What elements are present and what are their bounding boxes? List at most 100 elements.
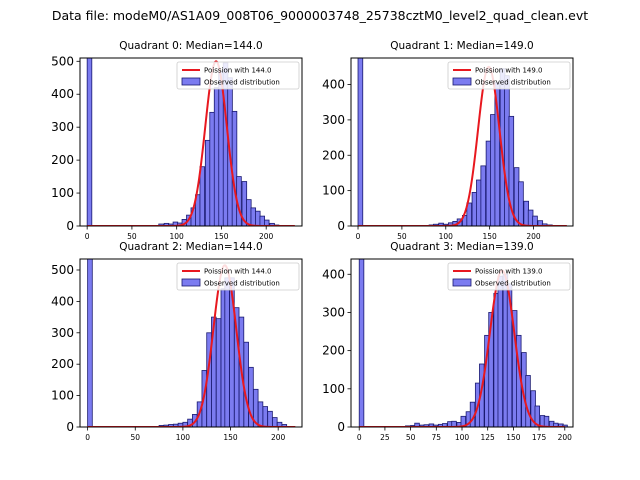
histogram-bar <box>497 275 503 427</box>
legend-hist-swatch <box>452 278 472 287</box>
x-tick-label: 0 <box>85 232 90 241</box>
histogram-bar <box>209 111 215 226</box>
axes-frame <box>79 258 303 428</box>
histogram-bar <box>532 215 538 226</box>
x-tick-label: 150 <box>506 433 521 442</box>
legend-hist-swatch <box>452 77 472 86</box>
histogram-bar <box>213 87 220 226</box>
x-tick-label: 125 <box>481 433 496 442</box>
legend-hist-label: Observed distribution <box>475 79 551 87</box>
x-tick-label: 200 <box>271 433 286 442</box>
plot-area <box>357 58 567 226</box>
legend-hist-label: Observed distribution <box>204 79 280 87</box>
legend-box <box>176 61 300 90</box>
y-tick-label: 0 <box>337 420 345 434</box>
histogram-bar <box>224 277 230 427</box>
histogram-bar <box>243 341 249 427</box>
histogram-bar <box>488 312 494 427</box>
y-tick-label: 400 <box>322 78 345 92</box>
legend: Poission with 144.0 Observed distribution <box>176 61 300 90</box>
histogram-bar <box>231 110 238 226</box>
histogram-bar <box>215 318 222 427</box>
x-tick-label: 150 <box>482 232 497 241</box>
y-tick-label: 0 <box>66 219 74 233</box>
histogram-bar <box>259 215 265 226</box>
legend: Poission with 139.0 Observed distribution <box>447 262 571 291</box>
histogram-bar <box>525 375 531 427</box>
quadrant-panel-1: Quadrant 1: Median=149.0 0 100 200 300 400 0 50… <box>322 40 574 241</box>
x-tick-label: 175 <box>532 433 547 442</box>
panel-title: Quadrant 1: Median=149.0 <box>390 40 533 52</box>
poisson-curve <box>358 65 567 226</box>
y-tick-label: 100 <box>51 389 74 403</box>
histogram-bar <box>250 207 257 226</box>
figure-title: Data file: modeM0/AS1A09_008T06_90000037… <box>52 8 588 23</box>
histogram-bar <box>466 202 472 226</box>
histogram-bar <box>553 422 559 427</box>
y-tick-label: 300 <box>51 120 74 134</box>
legend: Poission with 144.0 Observed distribution <box>176 262 300 291</box>
x-tick-label: 0 <box>356 232 361 241</box>
panels-group: Quadrant 0: Median=144.00100200300400500… <box>51 40 574 442</box>
panel-title: Quadrant 3: Median=139.0 <box>390 241 533 253</box>
histogram-bar <box>86 58 93 226</box>
histogram-bar <box>518 181 524 226</box>
histogram-bar <box>534 405 540 427</box>
histogram-bar <box>414 422 420 427</box>
histogram-bar <box>87 259 93 427</box>
legend-box <box>176 262 300 291</box>
histogram-bar <box>262 406 269 427</box>
panel-title: Quadrant 0: Median=144.0 <box>119 40 262 52</box>
y-tick-label: 100 <box>51 186 74 200</box>
histogram-bar <box>508 115 515 226</box>
x-tick-label: 75 <box>432 433 442 442</box>
legend-curve-label: Poission with 144.0 <box>204 268 272 276</box>
plot-area <box>358 259 568 427</box>
y-tick-label: 400 <box>51 294 74 308</box>
histogram-bar <box>257 401 264 427</box>
legend-curve-label: Poission with 139.0 <box>475 268 543 276</box>
quadrant-panel-0: Quadrant 0: Median=144.00100200300400500… <box>51 40 303 241</box>
y-tick-label: 500 <box>51 263 74 277</box>
poisson-curve <box>87 264 296 427</box>
histogram-bar <box>543 415 550 427</box>
histogram-bar <box>272 417 278 427</box>
y-tick-label: 300 <box>322 305 345 319</box>
y-tick-label: 0 <box>337 219 345 233</box>
x-tick-label: 200 <box>259 232 274 241</box>
x-tick-label: 100 <box>455 433 470 442</box>
x-tick-label: 150 <box>223 433 238 442</box>
x-tick-label: 100 <box>439 232 454 241</box>
y-tick-label: 100 <box>322 184 345 198</box>
legend-box <box>447 262 571 291</box>
legend: Poission with 149.0 Observed distribution <box>447 61 571 90</box>
x-tick-label: 200 <box>558 433 573 442</box>
legend-hist-label: Observed distribution <box>204 280 280 288</box>
y-tick-label: 200 <box>51 357 74 371</box>
histogram-bar <box>246 199 252 226</box>
histogram-bar <box>357 58 364 226</box>
histogram-bar <box>541 223 548 226</box>
y-tick-label: 200 <box>51 153 74 167</box>
y-tick-label: 100 <box>322 382 345 396</box>
y-tick-label: 200 <box>322 344 345 358</box>
y-tick-label: 200 <box>322 148 345 162</box>
histogram-bar <box>204 139 211 226</box>
histogram-bar <box>199 166 206 226</box>
quadrant-panel-2: Quadrant 2: Median=144.00100200300400500… <box>51 241 303 442</box>
legend-box <box>447 61 571 90</box>
x-tick-label: 50 <box>397 232 407 241</box>
axes-frame <box>350 57 574 227</box>
x-tick-label: 150 <box>214 232 229 241</box>
legend-hist-swatch <box>181 77 201 86</box>
quadrant-panel-3: Quadrant 3: Median=139.0 0 100 200 300 400 0 25… <box>322 241 574 442</box>
x-tick-label: 0 <box>357 433 362 442</box>
x-tick-label: 200 <box>526 232 541 241</box>
x-tick-label: 50 <box>130 433 140 442</box>
x-tick-label: 50 <box>127 232 137 241</box>
histogram-bar <box>451 420 457 427</box>
histogram-bar <box>255 210 261 226</box>
y-tick-label: 400 <box>322 267 345 281</box>
histogram-bar <box>281 424 288 427</box>
